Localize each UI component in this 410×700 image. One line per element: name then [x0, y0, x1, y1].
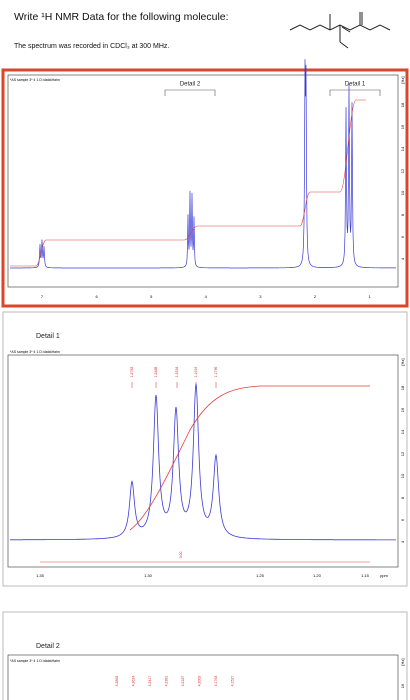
peak-label: 4.2187 [181, 676, 185, 687]
axis-label: 7 [41, 294, 44, 299]
unit-label: [Hz] [400, 358, 405, 365]
unit-label: [Hz] [400, 76, 405, 83]
side-label: 6 [400, 235, 405, 238]
peak-label: 4.1764 [214, 676, 218, 687]
side-label: 12 [400, 451, 405, 456]
panel-frame [2, 611, 408, 700]
peak-label: 1.2488 [154, 367, 158, 378]
axis-label: 1.25 [256, 573, 265, 578]
bond [341, 26, 351, 33]
detail-label: Detail 1 [345, 82, 366, 88]
subtitle: The spectrum was recorded in CDCl₃ at 30… [14, 43, 169, 50]
detail-title: Detail 2 [36, 643, 60, 650]
peak-label: 1.1796 [214, 367, 218, 378]
sample-label: *AS sample 3* 4 1 D:\data\Hahn [10, 350, 60, 354]
spectrum [10, 59, 396, 269]
axis-label: 5 [150, 294, 153, 299]
plot-frame [7, 74, 399, 288]
axis-label: 1.20 [313, 573, 322, 578]
axis-label: 1.35 [36, 573, 45, 578]
axis-label: 2 [314, 294, 317, 299]
side-label: 16 [400, 683, 405, 688]
plot-frame [7, 354, 399, 568]
peak-label: 4.2381 [164, 676, 168, 687]
panel-frame [2, 311, 408, 587]
molecule [289, 12, 391, 49]
sample-label: *AS sample 3* 4 1 D:\data\Hahn [10, 78, 60, 82]
side-label: 8 [400, 213, 405, 216]
axis-label: 4 [205, 294, 208, 299]
integral [129, 385, 370, 531]
peak-label: 4.2417 [148, 676, 152, 687]
bond [339, 41, 349, 49]
integral-label: 3.00 [179, 552, 183, 559]
axis-label: 1.30 [144, 573, 153, 578]
side-label: 4 [400, 257, 405, 260]
detail-label: Detail 2 [180, 82, 201, 88]
side-label: 16 [400, 124, 405, 129]
peak-label: 4.2002 [197, 676, 201, 687]
spectrum [10, 383, 396, 541]
peak-label: 4.2624 [131, 676, 135, 687]
side-label: 14 [400, 429, 405, 434]
plot-frame [7, 654, 399, 700]
title: Write ¹H NMR Data for the following mole… [14, 11, 229, 23]
side-label: 10 [400, 473, 405, 478]
axis-label: ppm [380, 573, 388, 578]
side-label: 10 [400, 190, 405, 195]
axis-label: 1 [368, 294, 371, 299]
side-label: 14 [400, 146, 405, 151]
side-label: 12 [400, 168, 405, 173]
detail-bracket [164, 89, 216, 96]
side-label: 6 [400, 518, 405, 521]
side-label: 16 [400, 407, 405, 412]
peak-label: 4.2862 [115, 676, 119, 687]
detail-title: Detail 1 [36, 333, 60, 340]
side-label: 8 [400, 496, 405, 499]
peak-label: 1.2783 [130, 367, 134, 378]
panel-frame [1, 68, 409, 308]
integral [10, 99, 366, 267]
axis-label: 3 [259, 294, 262, 299]
axis-label: 1.15 [361, 573, 370, 578]
sample-label: *AS sample 3* 4 1 D:\data\Hahn [10, 659, 60, 663]
side-label: 18 [400, 102, 405, 107]
side-label: 18 [400, 385, 405, 390]
peak-label: 1.2234 [175, 367, 179, 378]
unit-label: [Hz] [400, 658, 405, 665]
peak-label: 4.1527 [230, 676, 234, 687]
axis-label: 6 [95, 294, 98, 299]
detail-bracket [329, 89, 381, 96]
peak-label: 1.1919 [194, 367, 198, 378]
side-label: 4 [400, 540, 405, 543]
